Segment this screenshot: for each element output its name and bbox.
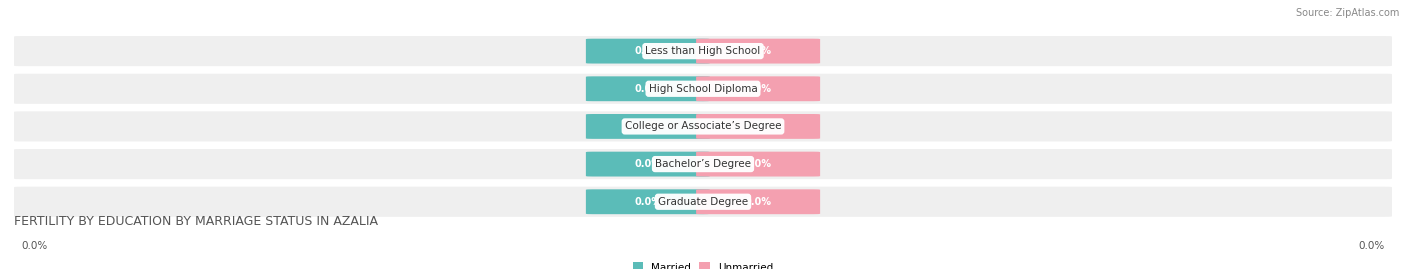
FancyBboxPatch shape bbox=[14, 74, 1392, 104]
FancyBboxPatch shape bbox=[14, 36, 1392, 66]
Text: 0.0%: 0.0% bbox=[634, 197, 661, 207]
FancyBboxPatch shape bbox=[586, 39, 710, 63]
FancyBboxPatch shape bbox=[14, 187, 1392, 217]
Text: 0.0%: 0.0% bbox=[1358, 241, 1385, 251]
FancyBboxPatch shape bbox=[586, 189, 710, 214]
Text: 0.0%: 0.0% bbox=[745, 121, 772, 132]
Text: 0.0%: 0.0% bbox=[634, 121, 661, 132]
Text: College or Associate’s Degree: College or Associate’s Degree bbox=[624, 121, 782, 132]
Text: Less than High School: Less than High School bbox=[645, 46, 761, 56]
FancyBboxPatch shape bbox=[696, 39, 820, 63]
Text: High School Diploma: High School Diploma bbox=[648, 84, 758, 94]
Text: FERTILITY BY EDUCATION BY MARRIAGE STATUS IN AZALIA: FERTILITY BY EDUCATION BY MARRIAGE STATU… bbox=[14, 215, 378, 228]
Text: 0.0%: 0.0% bbox=[745, 197, 772, 207]
FancyBboxPatch shape bbox=[696, 152, 820, 176]
Text: 0.0%: 0.0% bbox=[745, 46, 772, 56]
FancyBboxPatch shape bbox=[696, 76, 820, 101]
Text: Graduate Degree: Graduate Degree bbox=[658, 197, 748, 207]
Text: Bachelor’s Degree: Bachelor’s Degree bbox=[655, 159, 751, 169]
Text: 0.0%: 0.0% bbox=[745, 84, 772, 94]
FancyBboxPatch shape bbox=[14, 111, 1392, 141]
FancyBboxPatch shape bbox=[586, 114, 710, 139]
Text: Source: ZipAtlas.com: Source: ZipAtlas.com bbox=[1295, 8, 1399, 18]
Text: 0.0%: 0.0% bbox=[21, 241, 48, 251]
Text: 0.0%: 0.0% bbox=[745, 159, 772, 169]
FancyBboxPatch shape bbox=[586, 76, 710, 101]
FancyBboxPatch shape bbox=[696, 189, 820, 214]
Text: 0.0%: 0.0% bbox=[634, 159, 661, 169]
Text: 0.0%: 0.0% bbox=[634, 46, 661, 56]
FancyBboxPatch shape bbox=[14, 149, 1392, 179]
Legend: Married, Unmarried: Married, Unmarried bbox=[630, 259, 776, 269]
Text: 0.0%: 0.0% bbox=[634, 84, 661, 94]
FancyBboxPatch shape bbox=[696, 114, 820, 139]
FancyBboxPatch shape bbox=[586, 152, 710, 176]
